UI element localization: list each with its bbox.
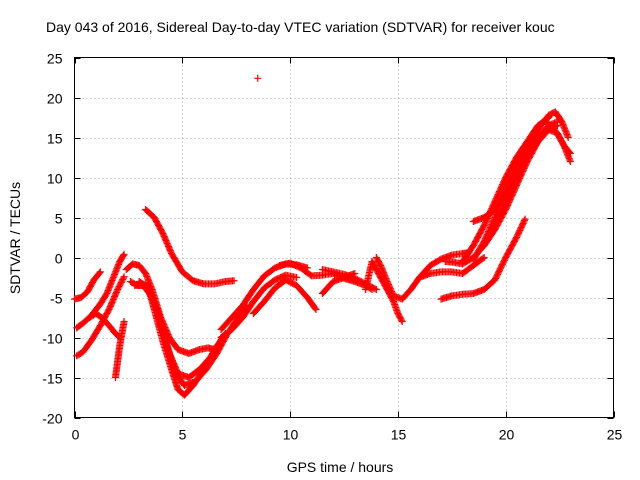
data-point — [566, 158, 574, 165]
data-point — [372, 286, 380, 293]
data-point — [521, 215, 529, 223]
data-point — [397, 316, 405, 324]
y-tick-label: -5 — [50, 291, 63, 307]
data-point — [254, 74, 262, 82]
data-point — [312, 306, 320, 313]
x-tick-label: 10 — [283, 427, 299, 443]
y-tick-label: 5 — [55, 211, 63, 227]
x-tick-label: 5 — [179, 427, 187, 443]
x-tick-label: 0 — [72, 427, 80, 443]
y-tick-label: -10 — [42, 331, 62, 347]
x-tick-label: 15 — [391, 427, 407, 443]
data-point — [553, 118, 561, 125]
y-tick-label: 0 — [55, 251, 63, 267]
data-point — [398, 318, 406, 325]
data-point — [480, 254, 488, 261]
data-point — [371, 285, 379, 293]
y-tick-label: 20 — [47, 91, 63, 107]
y-tick-label: -20 — [42, 411, 62, 427]
data-point — [293, 274, 301, 281]
grid — [74, 57, 614, 418]
data-point — [520, 217, 528, 225]
data-point — [119, 274, 127, 282]
y-tick-label: 25 — [47, 51, 63, 67]
data-points — [71, 74, 574, 399]
data-point — [120, 250, 128, 258]
data-point — [95, 269, 103, 277]
data-point — [552, 118, 560, 126]
data-point — [566, 150, 574, 157]
y-tick-label: -15 — [42, 371, 62, 387]
data-point — [120, 273, 128, 281]
y-tick-label: 15 — [47, 131, 63, 147]
x-tick-label: 20 — [499, 427, 515, 443]
data-point — [565, 148, 573, 156]
data-point — [96, 268, 104, 276]
x-axis: 0 5 10 15 20 25 — [72, 57, 623, 443]
y-tick-label: 10 — [47, 171, 63, 187]
data-point — [230, 277, 238, 285]
data-point — [479, 254, 487, 262]
data-point — [564, 134, 572, 141]
data-point — [311, 304, 319, 312]
x-axis-label: GPS time / hours — [287, 459, 394, 475]
data-point — [119, 252, 127, 259]
x-tick-label: 25 — [607, 427, 623, 443]
plot-frame — [74, 57, 614, 418]
data-point — [120, 318, 128, 325]
chart-title: Day 043 of 2016, Sidereal Day-to-day VTE… — [46, 19, 555, 35]
y-axis: -20 -15 -10 -5 0 5 10 15 20 25 — [42, 51, 614, 427]
y-axis-label: SDTVAR / TECUs — [7, 182, 23, 294]
